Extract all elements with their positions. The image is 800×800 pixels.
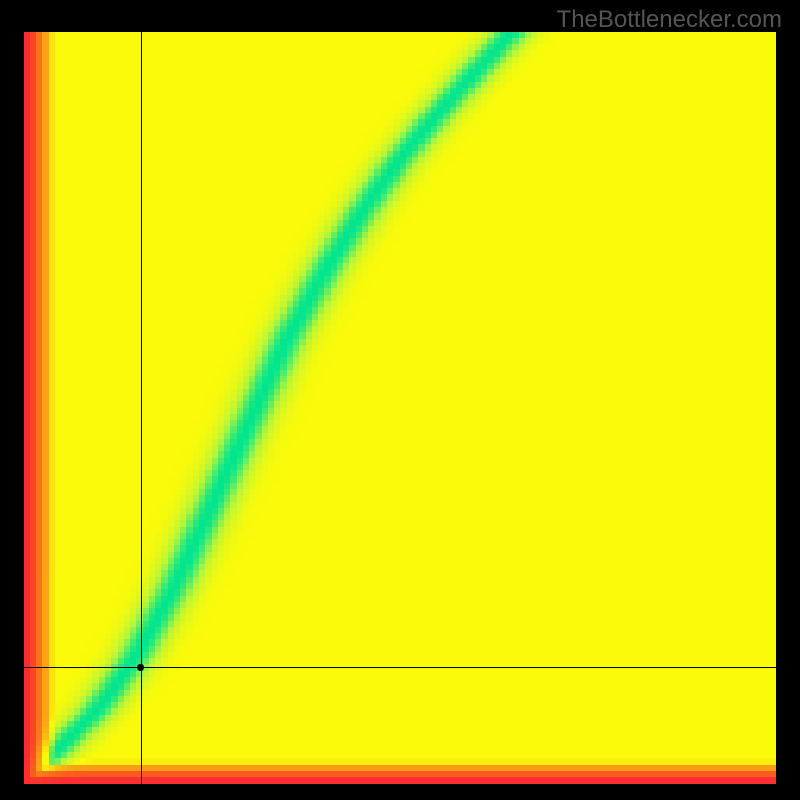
bottleneck-heatmap xyxy=(24,32,776,784)
watermark-text: TheBottlenecker.com xyxy=(557,6,782,34)
